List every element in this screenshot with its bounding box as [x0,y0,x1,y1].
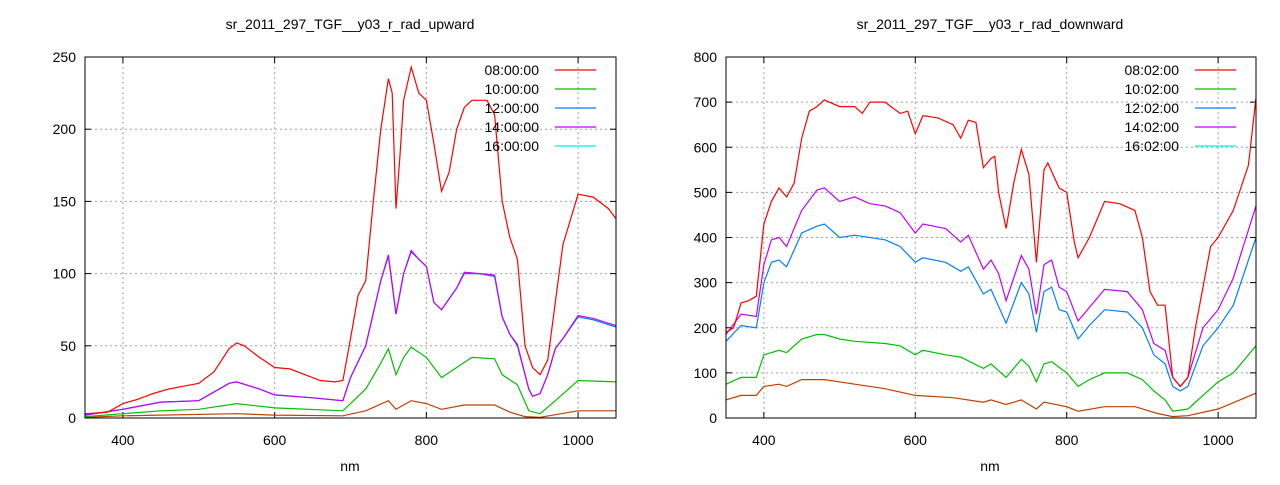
y-tick-label: 0 [68,410,76,426]
x-tick-label: 600 [904,432,928,448]
x-tick-label: 1000 [562,432,593,448]
x-tick-label: 800 [1055,432,1079,448]
legend-label: 12:00:00 [485,100,540,116]
y-tick-label: 400 [694,230,718,246]
y-tick-label: 150 [53,193,77,209]
y-tick-label: 500 [694,184,718,200]
y-tick-label: 250 [53,49,77,65]
legend-label: 10:02:00 [1125,81,1180,97]
series-line-100200 [726,333,1256,412]
legend-label: 14:02:00 [1125,119,1180,135]
plot-frame [725,56,1257,419]
legend-label: 10:00:00 [485,81,540,97]
series-line-100000 [85,346,616,418]
series-line-080200 [726,97,1256,388]
legend-label: 08:00:00 [485,62,540,78]
chart-upward: sr_2011_297_TGF__y03_r_rad_upward nm 400… [53,16,617,474]
series-line-120200 [726,223,1256,392]
y-tick-label: 700 [694,94,718,110]
y-tick-label: 300 [694,275,718,291]
y-tick-label: 200 [694,320,718,336]
x-tick-label: 600 [263,432,287,448]
y-tick-label: 800 [694,49,718,65]
x-axis-label: nm [980,458,999,474]
plot-frame [84,56,617,419]
y-tick-label: 0 [709,410,717,426]
legend-label: 16:02:00 [1125,138,1180,154]
x-tick-label: 1000 [1203,432,1234,448]
chart-downward: sr_2011_297_TGF__y03_r_rad_downward nm 4… [694,16,1257,474]
x-axis-label: nm [340,458,359,474]
legend-label: 12:02:00 [1125,100,1180,116]
y-tick-label: 50 [60,338,76,354]
chart-title: sr_2011_297_TGF__y03_r_rad_upward [226,16,475,32]
y-tick-label: 100 [694,365,718,381]
series-line-160000 [85,399,616,418]
series-line-140200 [726,187,1256,388]
legend-label: 16:00:00 [485,138,540,154]
legend-label: 08:02:00 [1125,62,1180,78]
series-line-160200 [726,379,1256,418]
x-tick-label: 400 [752,432,776,448]
x-tick-label: 800 [415,432,439,448]
chart-title: sr_2011_297_TGF__y03_r_rad_downward [857,16,1124,32]
series-line-080000 [85,64,616,415]
legend-label: 14:00:00 [485,119,540,135]
y-tick-label: 600 [694,139,718,155]
series-line-140000 [85,249,616,416]
y-tick-label: 200 [53,121,77,137]
x-tick-label: 400 [111,432,135,448]
y-tick-label: 100 [53,266,77,282]
